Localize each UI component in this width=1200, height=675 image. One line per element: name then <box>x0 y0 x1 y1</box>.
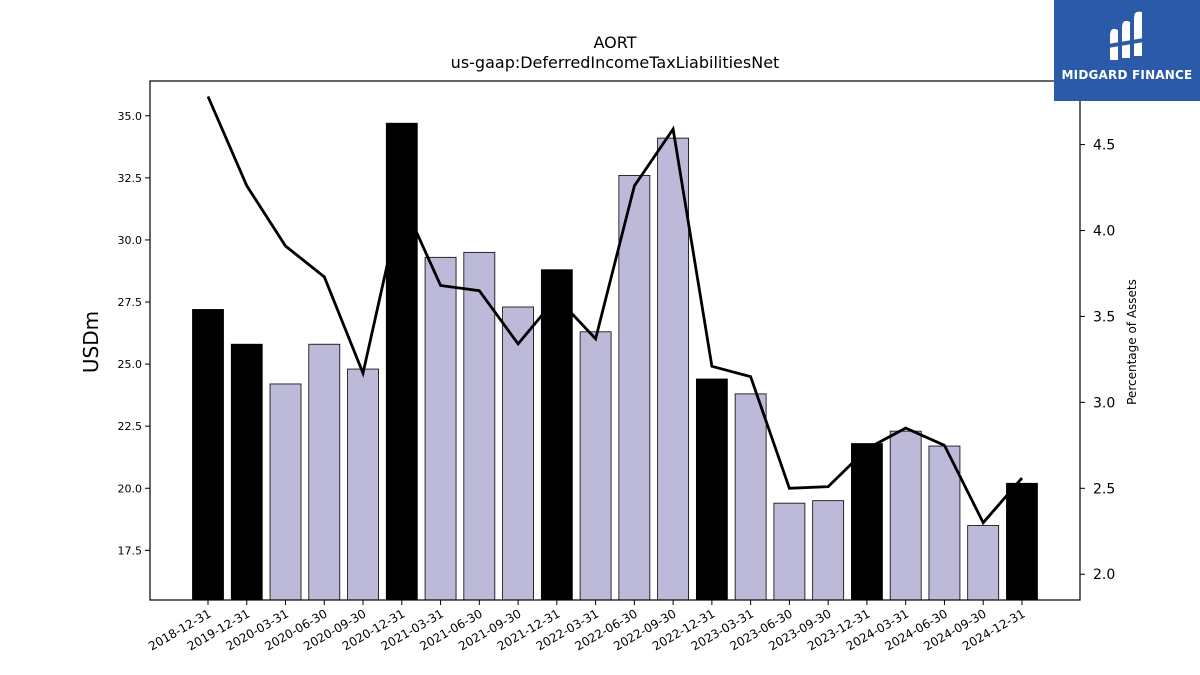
plot-frame <box>149 80 1081 601</box>
y-tick-label: 32.5 <box>118 172 143 185</box>
x-axis: 2018-12-312019-12-312020-03-312020-06-30… <box>146 600 1027 653</box>
y-tick-label: 25.0 <box>118 358 143 371</box>
bar-2023-09-30 <box>812 500 845 601</box>
y-axis-right: 2.0 2.5 3.0 3.5 4.0 4.5 <box>1080 138 1115 583</box>
bar-2024-09-30 <box>967 525 1000 601</box>
bar-2021-03-31 <box>424 256 457 601</box>
logo-text: MIDGARD FINANCE <box>1061 68 1193 82</box>
y-tick-label: 27.5 <box>118 296 143 309</box>
y-right-tick-label: 2.0 <box>1093 567 1115 583</box>
bar-2024-12-31 <box>1006 482 1038 601</box>
bar-2023-12-31 <box>851 443 883 601</box>
bar-2022-03-31 <box>579 331 612 601</box>
chart-subtitle: us-gaap:DeferredIncomeTaxLiabilitiesNet <box>451 53 780 72</box>
bar-2024-03-31 <box>889 430 922 601</box>
y-right-tick-label: 3.0 <box>1093 395 1115 411</box>
y-tick-label: 35.0 <box>118 110 143 123</box>
bar-2020-12-31 <box>385 122 418 601</box>
y-axis-left: 17.5 20.0 22.5 25.0 27.5 30.0 32.5 35.0 <box>118 110 150 557</box>
percentage-line <box>206 95 1024 526</box>
midgard-finance-logo: MIDGARD FINANCE <box>1054 0 1200 101</box>
bars <box>192 122 1038 601</box>
bar-2021-12-31 <box>540 269 573 601</box>
y-axis-label: USDm <box>79 311 103 373</box>
y-axis-right-label: Percentage of Assets <box>1125 279 1139 405</box>
bar-2021-09-30 <box>502 306 534 601</box>
bar-2022-09-30 <box>657 137 690 601</box>
y-right-tick-label: 4.0 <box>1093 224 1115 240</box>
chart-title: AORT <box>594 33 637 52</box>
y-tick-label: 17.5 <box>118 544 143 557</box>
y-tick-label: 22.5 <box>118 420 143 433</box>
bar-2023-06-30 <box>773 502 806 601</box>
logo-mark-icon <box>1108 11 1144 60</box>
bar-2020-03-31 <box>269 383 302 601</box>
bar-2020-06-30 <box>308 343 341 601</box>
bar-2023-03-31 <box>734 393 767 601</box>
bar-2018-12-31 <box>192 309 224 601</box>
y-right-tick-label: 4.5 <box>1093 138 1115 154</box>
y-right-tick-label: 3.5 <box>1093 309 1115 325</box>
y-right-tick-label: 2.5 <box>1093 481 1115 497</box>
bar-2024-06-30 <box>928 445 961 601</box>
y-tick-label: 30.0 <box>118 234 143 247</box>
bar-2021-06-30 <box>463 251 496 601</box>
y-tick-label: 20.0 <box>118 482 143 495</box>
bar-2022-06-30 <box>618 174 651 601</box>
bar-2020-09-30 <box>347 368 379 601</box>
bar-2019-12-31 <box>230 343 263 601</box>
bar-2022-12-31 <box>695 378 728 601</box>
